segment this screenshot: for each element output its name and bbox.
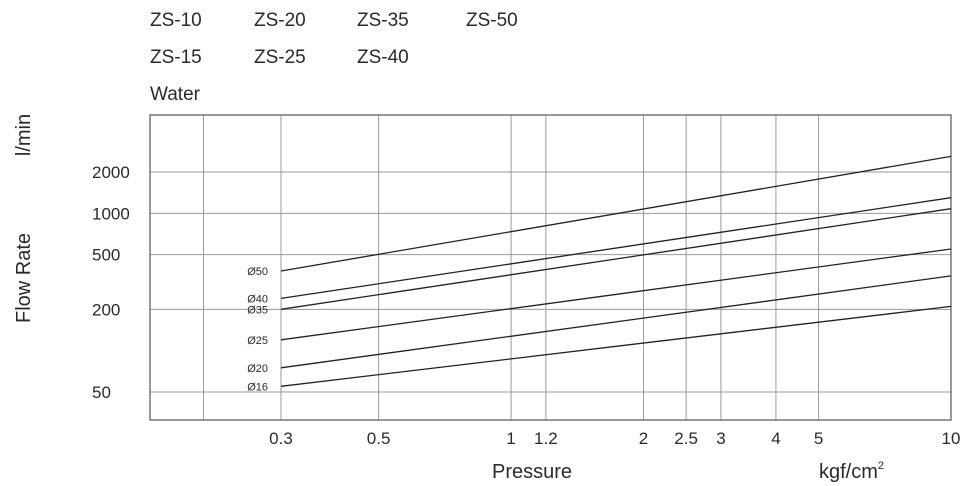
fluid-label: Water xyxy=(150,84,201,105)
model-label: ZS-25 xyxy=(254,47,306,68)
y-tick-label: 200 xyxy=(92,300,120,319)
x-tick-label: 4 xyxy=(771,429,780,448)
series-label: Ø25 xyxy=(247,335,268,347)
x-axis-unit-superscript: 2 xyxy=(878,460,884,472)
x-axis-ticks: 0.3 0.5 1 1.2 2 2.5 3 4 5 10 xyxy=(269,429,960,448)
series-line xyxy=(280,248,952,341)
x-tick-label: 1 xyxy=(506,429,515,448)
y-axis-ticks: 50 200 500 1000 2000 xyxy=(92,163,130,402)
model-label: ZS-40 xyxy=(357,47,409,68)
model-label: ZS-20 xyxy=(254,10,306,31)
series-label: Ø20 xyxy=(247,363,268,375)
model-legend: ZS-10 ZS-20 ZS-35 ZS-50 ZS-15 ZS-25 ZS-40 Water xyxy=(150,10,518,105)
model-label: ZS-35 xyxy=(357,10,409,31)
x-axis-unit-base: kgf/cm xyxy=(819,461,878,483)
x-tick-label: 1.2 xyxy=(534,429,558,448)
series-label: Ø40 xyxy=(247,293,268,305)
model-label: ZS-10 xyxy=(150,10,202,31)
series-line xyxy=(280,275,952,369)
series-line xyxy=(280,197,952,300)
plot-frame xyxy=(149,114,952,421)
x-tick-label: 10 xyxy=(942,429,961,448)
x-tick-label: 5 xyxy=(814,429,823,448)
series-label: Ø50 xyxy=(247,266,268,278)
series-line xyxy=(280,155,952,272)
x-tick-label: 2 xyxy=(639,429,648,448)
y-axis-unit: l/min xyxy=(13,114,35,156)
series-line xyxy=(280,305,952,387)
y-tick-label: 50 xyxy=(92,383,111,402)
model-label: ZS-50 xyxy=(466,10,518,31)
x-tick-label: 0.5 xyxy=(367,429,391,448)
series-label: Ø35 xyxy=(247,304,268,316)
model-label: ZS-15 xyxy=(150,47,202,68)
x-tick-label: 2.5 xyxy=(674,429,698,448)
x-axis-unit: kgf/cm2 xyxy=(819,460,884,483)
x-axis-label: Pressure xyxy=(492,461,572,483)
y-tick-label: 2000 xyxy=(92,163,130,182)
y-tick-label: 1000 xyxy=(92,204,130,223)
y-axis-label: Flow Rate xyxy=(13,233,35,323)
x-tick-label: 0.3 xyxy=(269,429,293,448)
chart-grid xyxy=(150,115,951,420)
series-line xyxy=(280,208,952,310)
y-tick-label: 500 xyxy=(92,246,120,265)
series-label: Ø16 xyxy=(247,381,268,393)
x-tick-label: 3 xyxy=(716,429,725,448)
